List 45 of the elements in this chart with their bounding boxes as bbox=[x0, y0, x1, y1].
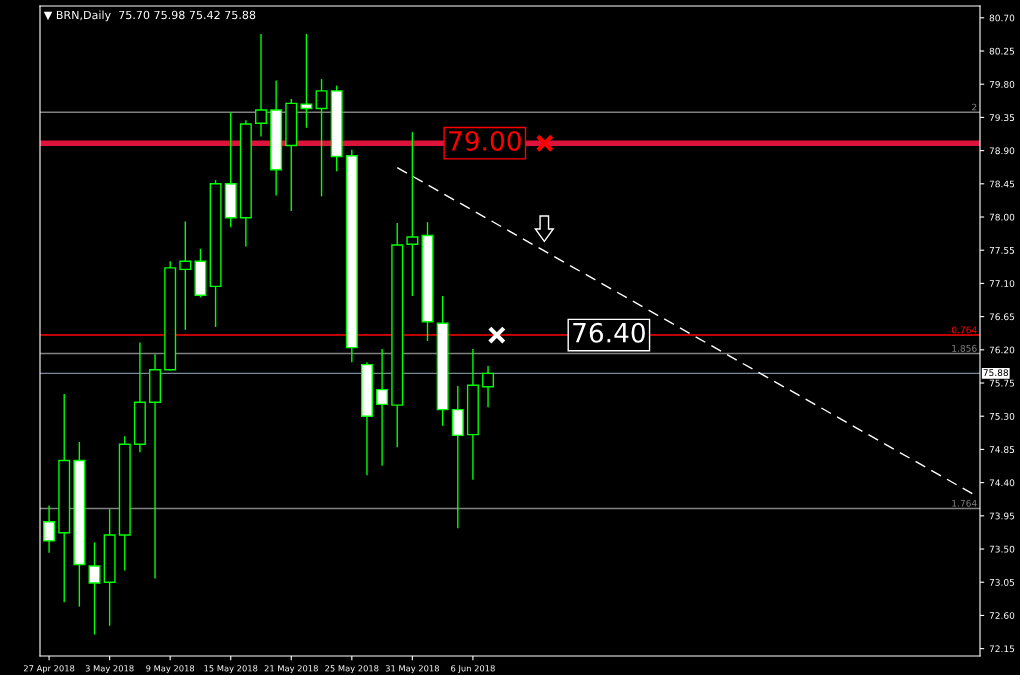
y-tick-label: 80.70 bbox=[989, 14, 1015, 22]
y-tick-label: 79.35 bbox=[989, 114, 1015, 121]
annotation: 79.00 bbox=[449, 130, 521, 151]
candlestick bbox=[179, 220, 192, 331]
annotation: 1.764 bbox=[952, 499, 977, 507]
x-tick-label: 9 May 2018 bbox=[146, 665, 195, 674]
y-tick-label: 78.90 bbox=[989, 147, 1015, 155]
y-tick-label: 77.10 bbox=[989, 280, 1015, 287]
y-tick-label: 73.50 bbox=[989, 545, 1015, 553]
candlestick bbox=[88, 541, 101, 636]
annotation: 2 bbox=[972, 103, 977, 111]
y-tick-label: 80.25 bbox=[989, 47, 1015, 55]
candlestick bbox=[300, 33, 313, 129]
annotation: 76.40 bbox=[573, 322, 645, 343]
y-tick-label: 75.30 bbox=[989, 412, 1015, 420]
x-tick-label: 25 May 2018 bbox=[325, 665, 379, 674]
y-tick-label: 73.05 bbox=[989, 578, 1015, 586]
x-tick-label: 15 May 2018 bbox=[204, 665, 258, 674]
x-tick-label: 31 May 2018 bbox=[385, 665, 439, 674]
candlestick bbox=[315, 78, 328, 198]
y-tick-label: 76.20 bbox=[989, 346, 1015, 354]
candlestick bbox=[43, 504, 56, 554]
ref-line-label: 75.88 bbox=[983, 369, 1009, 377]
candlestick bbox=[255, 33, 267, 138]
y-tick-label: 72.60 bbox=[989, 612, 1015, 619]
y-tick-label: 73.95 bbox=[989, 512, 1015, 520]
y-tick-label: 78.45 bbox=[989, 180, 1015, 188]
y-tick-label: 72.15 bbox=[989, 645, 1015, 653]
y-tick-label: 77.55 bbox=[989, 247, 1015, 254]
candlestick bbox=[482, 365, 495, 409]
y-tick-label: 79.80 bbox=[989, 80, 1015, 88]
x-tick-label: 27 Apr 2018 bbox=[23, 665, 75, 674]
y-tick-label: 74.40 bbox=[989, 479, 1015, 487]
x-tick-label: 3 May 2018 bbox=[85, 665, 134, 674]
candlestick bbox=[406, 131, 419, 297]
x-tick-label: 6 Jun 2018 bbox=[451, 665, 495, 674]
candlestick bbox=[376, 348, 389, 467]
y-tick-label: 78.00 bbox=[989, 213, 1015, 221]
y-tick-label: 74.85 bbox=[989, 446, 1015, 453]
x-tick-label: 21 May 2018 bbox=[264, 665, 318, 674]
y-tick-label: 75.75 bbox=[989, 379, 1015, 387]
annotation: 0.764 bbox=[951, 326, 977, 334]
annotation: 1.856 bbox=[952, 344, 977, 352]
y-tick-label: 76.65 bbox=[989, 313, 1015, 321]
chart-title: ▼ BRN,Daily 75.70 75.98 75.42 75.88 bbox=[43, 10, 256, 22]
